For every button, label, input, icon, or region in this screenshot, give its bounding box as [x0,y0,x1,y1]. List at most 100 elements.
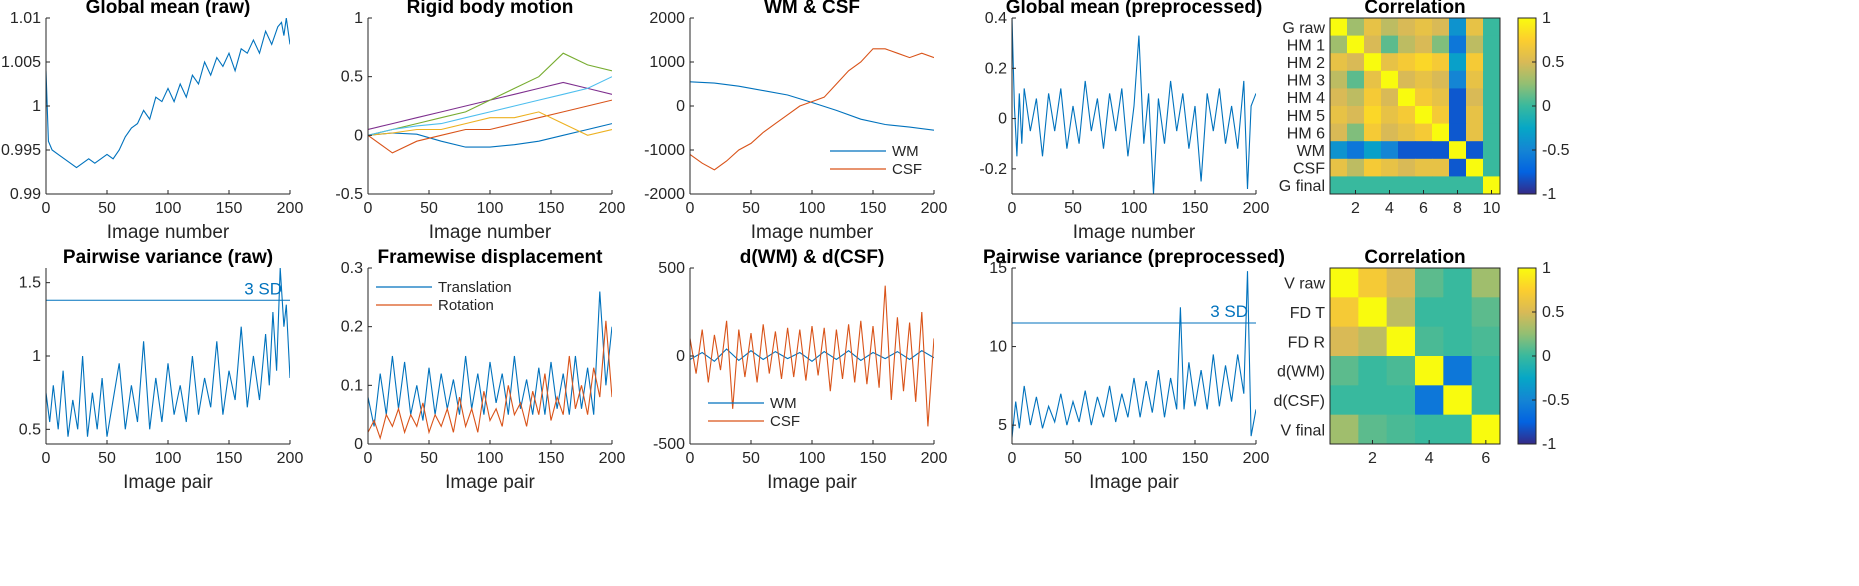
x-tick-label: 50 [742,200,760,217]
y-tick-label: 15 [989,260,1007,277]
y-tick-label: 1 [32,348,41,365]
heatmap-cell [1381,53,1399,72]
series-line-5 [368,52,612,136]
y-tick-label: 0 [354,436,363,453]
heatmap-cell [1443,385,1473,416]
x-axis-label: Image number [107,222,230,243]
heatmap-cell [1449,53,1467,72]
heatmap-cell [1432,158,1450,177]
heatmap-cell [1347,158,1365,177]
series-line-1 [1012,18,1256,194]
legend-label: WM [770,395,797,412]
heatmap-cell [1449,35,1467,54]
row-label: G final [1279,178,1325,195]
heatmap-cell [1386,356,1416,386]
chart-title: Correlation [1364,0,1465,18]
heatmap-cell [1364,141,1382,160]
heatmap-cell [1398,18,1416,37]
x-tick-label: 100 [1121,450,1148,467]
row-label: d(CSF) [1273,393,1325,410]
x-tick-label: 10 [1483,200,1501,217]
heatmap-cell [1330,326,1359,357]
heatmap-cell [1347,176,1365,195]
y-tick-label: 0.1 [341,377,363,394]
heatmap-cell [1398,88,1416,107]
x-axis-label: Image number [751,222,874,243]
heatmap-cell [1330,35,1348,54]
x-tick-label: 50 [1064,200,1082,217]
y-tick-label: 0 [676,98,685,115]
heatmap-cell [1330,123,1348,142]
chart-title: Global mean (preprocessed) [1006,0,1263,18]
y-tick-label: 5 [998,417,1007,434]
series-line-1 [1012,271,1256,438]
heatmap-cell [1381,158,1399,177]
x-tick-label: 0 [1008,200,1017,217]
row-label: V final [1281,422,1325,439]
chart-7: Framewise displacement 0 50 100 150 200 0 0.1 0.… [341,247,626,493]
x-tick-label: 200 [599,200,626,217]
heatmap-cell [1364,70,1382,89]
heatmap-cell [1330,53,1348,72]
heatmap-cell [1330,18,1348,37]
x-tick-label: 150 [216,450,243,467]
heatmap-cell [1381,176,1399,195]
colorbar-tick-label: -1 [1542,436,1556,453]
heatmap-cell [1415,268,1444,298]
heatmap-cell [1415,123,1433,142]
heatmap-cell [1449,106,1467,125]
heatmap-cell [1466,158,1484,177]
heatmap-cell [1415,414,1444,445]
series-line-1 [690,348,934,363]
series-line-1 [690,81,934,131]
heatmap-cell [1381,18,1399,37]
y-tick-label: 500 [658,260,685,277]
x-tick-label: 100 [155,200,182,217]
heatmap-cell [1347,18,1365,37]
heatmap-cell [1466,70,1484,89]
y-tick-label: -500 [653,436,685,453]
x-tick-label: 200 [277,200,304,217]
heatmap-cell [1386,268,1416,298]
x-axis-label: Image pair [767,472,857,493]
heatmap-cell [1415,326,1444,357]
legend-label: CSF [892,161,922,178]
heatmap-cell [1415,297,1444,328]
heatmap-cell [1483,123,1501,142]
chart-3: WM & CSF 0 50 100 150 200 -2000 -1000 0 1000 2000 I… [644,0,947,243]
x-axis-label: Image pair [445,472,535,493]
heatmap-cell [1364,106,1382,125]
heatmap-cell [1347,123,1365,142]
heatmap-cell [1466,176,1484,195]
y-tick-label: 0 [354,127,363,144]
heatmap-cell [1358,356,1388,386]
row-label: FD T [1290,305,1325,322]
heatmap-cell [1386,385,1416,416]
heatmap-cell [1483,70,1501,89]
x-tick-label: 200 [599,450,626,467]
chart-title: Pairwise variance (preprocessed) [983,247,1285,268]
heatmap-cell [1398,158,1416,177]
heatmap-cell [1471,414,1501,445]
x-tick-label: 50 [98,450,116,467]
series-line-1 [368,123,612,148]
heatmap-cell [1381,70,1399,89]
heatmap-cell [1432,123,1450,142]
y-tick-label: 0.2 [985,60,1007,77]
x-tick-label: 50 [742,450,760,467]
heatmap-cell [1364,158,1382,177]
row-label: HM 6 [1287,125,1325,142]
heatmap-cell [1347,35,1365,54]
series-line-2 [368,320,612,440]
row-label: WM [1297,143,1325,160]
series-line-2 [690,48,934,171]
legend-label: Translation [438,279,512,296]
x-tick-label: 0 [686,450,695,467]
y-tick-label: -0.5 [335,186,363,203]
heatmap-cell [1483,141,1501,160]
y-tick-label: 0.2 [341,319,363,336]
heatmap-cell [1398,106,1416,125]
heatmap-cell [1330,70,1348,89]
chart-title: Framewise displacement [378,247,604,268]
